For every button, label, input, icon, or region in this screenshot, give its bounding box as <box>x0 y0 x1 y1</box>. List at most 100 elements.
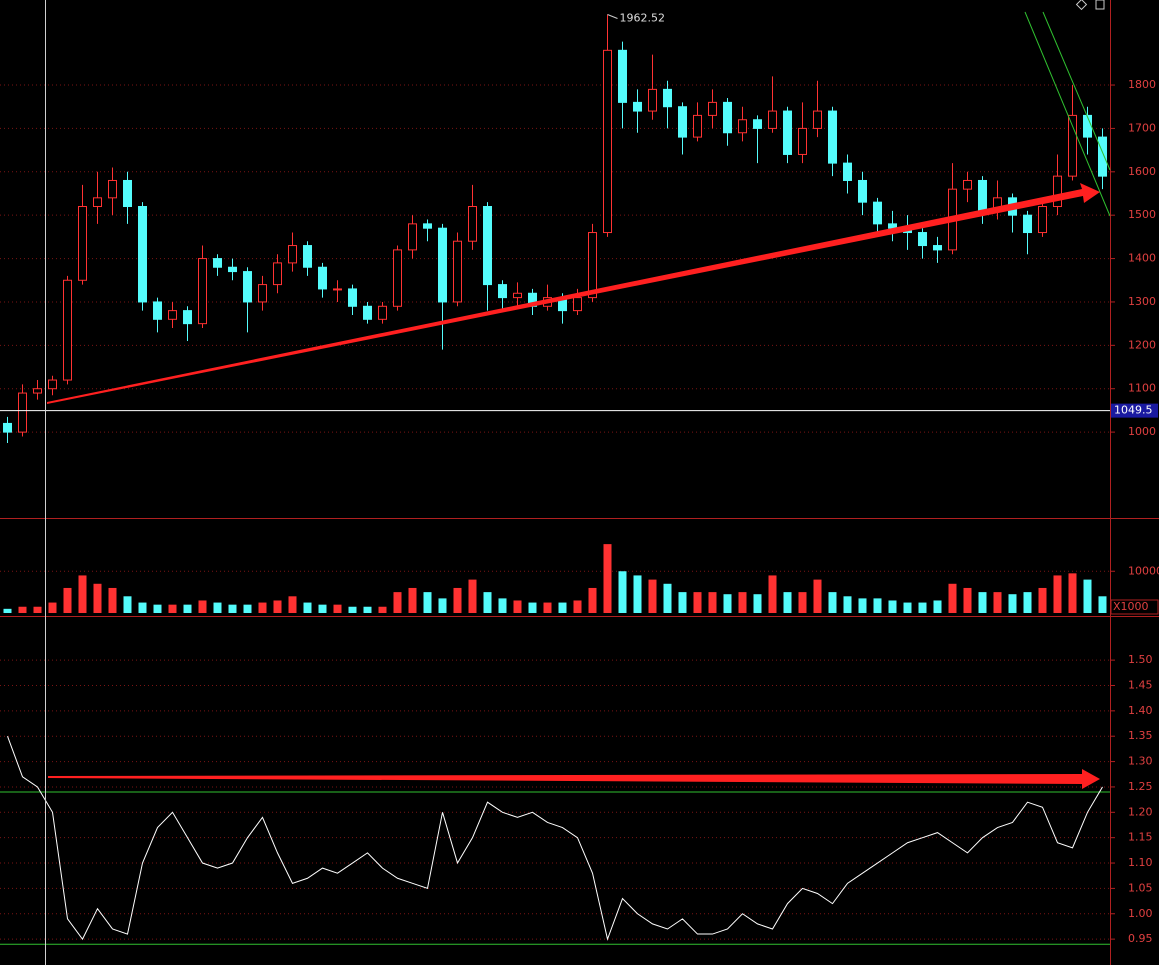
candle-body <box>153 301 162 320</box>
candle-body <box>453 240 462 303</box>
volume-bar <box>513 600 522 613</box>
price-label: 1049.5 <box>1114 404 1153 417</box>
candle-body <box>843 162 852 181</box>
candle-body <box>828 110 837 164</box>
volume-bar <box>948 583 957 613</box>
volume-bar <box>33 606 42 613</box>
volume-bar <box>423 592 432 613</box>
peak-pointer <box>607 14 618 19</box>
channel-line <box>1024 11 1111 217</box>
volume-bar <box>663 583 672 613</box>
candle-body <box>378 305 387 320</box>
volume-bar <box>633 575 642 613</box>
volume-bar <box>648 579 657 613</box>
volume-bar <box>618 571 627 613</box>
volume-bar <box>48 602 57 613</box>
volume-bar <box>3 608 12 613</box>
candle-body <box>348 288 357 307</box>
candle-body <box>663 88 672 108</box>
volume-bar <box>573 600 582 613</box>
candle-body <box>273 262 282 286</box>
trend-arrow <box>47 183 1100 404</box>
candle-body <box>783 110 792 155</box>
candle-body <box>213 258 222 268</box>
volume-bar <box>18 606 27 613</box>
candle-body <box>363 305 372 320</box>
candle-body <box>258 284 267 303</box>
volume-bar <box>273 600 282 613</box>
unit-label: X1000 <box>1113 600 1149 613</box>
y-tick-label: 1000 <box>1128 425 1156 438</box>
y-tick-label: 0.95 <box>1128 932 1153 945</box>
volume-bar <box>1098 596 1107 613</box>
volume-bar <box>828 592 837 613</box>
volume-bar <box>678 592 687 613</box>
volume-bar <box>288 596 297 613</box>
volume-bar <box>123 596 132 613</box>
volume-bar <box>243 604 252 613</box>
volume-bar <box>228 604 237 613</box>
candle-body <box>93 197 102 208</box>
candle-body <box>3 422 12 433</box>
y-tick-label: 1.20 <box>1128 805 1153 818</box>
candle-body <box>978 179 987 212</box>
volume-bar <box>483 592 492 613</box>
volume-bar <box>588 587 597 613</box>
volume-bar <box>1068 573 1077 613</box>
candle-body <box>618 49 627 103</box>
y-tick-label: 1.05 <box>1128 881 1153 894</box>
candle-body <box>1038 206 1047 234</box>
candle-body <box>648 88 657 112</box>
volume-bar <box>318 604 327 613</box>
volume-bar <box>183 604 192 613</box>
candle-body <box>423 223 432 229</box>
volume-bar <box>738 592 747 613</box>
volume-bar <box>1053 575 1062 613</box>
y-tick-label: 1500 <box>1128 208 1156 221</box>
volume-bar <box>93 583 102 613</box>
volume-bar <box>1023 592 1032 613</box>
volume-bar <box>258 602 267 613</box>
price-box <box>1111 403 1158 418</box>
volume-bar <box>693 592 702 613</box>
candle-body <box>693 114 702 138</box>
volume-bar <box>813 579 822 613</box>
plot-layer: 1000 1100 1200 1300 1400 1500 1600 1700 1800 1962… <box>0 12 1159 945</box>
volume-bar <box>723 594 732 613</box>
candle-body <box>1083 114 1092 138</box>
candle-body <box>168 310 177 320</box>
volume-bar <box>348 606 357 613</box>
candle-body <box>108 179 117 199</box>
y-tick-label: 1800 <box>1128 78 1156 91</box>
candle-body <box>468 206 477 242</box>
volume-bar <box>408 587 417 613</box>
volume-bar <box>333 604 342 613</box>
candle-body <box>438 227 447 303</box>
peak-label: 1962.52 <box>620 12 666 25</box>
icon[interactable] <box>1075 0 1088 11</box>
candle-body <box>1098 136 1107 177</box>
volume-bar <box>783 592 792 613</box>
volume-bar <box>453 587 462 613</box>
y-tick-label: 1.50 <box>1128 653 1153 666</box>
candle-body <box>183 310 192 325</box>
candle-body <box>513 292 522 299</box>
volume-bar <box>543 602 552 613</box>
volume-bar <box>393 592 402 613</box>
volume-bar <box>873 598 882 613</box>
candle-body <box>318 266 327 290</box>
volume-bar <box>78 575 87 613</box>
candle-body <box>588 232 597 299</box>
candle-body <box>78 206 87 281</box>
candle-body <box>408 223 417 251</box>
volume-bar <box>1038 587 1047 613</box>
volume-bar <box>1083 579 1092 613</box>
icon[interactable] <box>1095 0 1105 10</box>
candle-body <box>288 245 297 264</box>
y-tick-label: 1.30 <box>1128 755 1153 768</box>
candle-body <box>798 127 807 155</box>
candle-body <box>198 258 207 325</box>
volume-bar <box>993 592 1002 613</box>
